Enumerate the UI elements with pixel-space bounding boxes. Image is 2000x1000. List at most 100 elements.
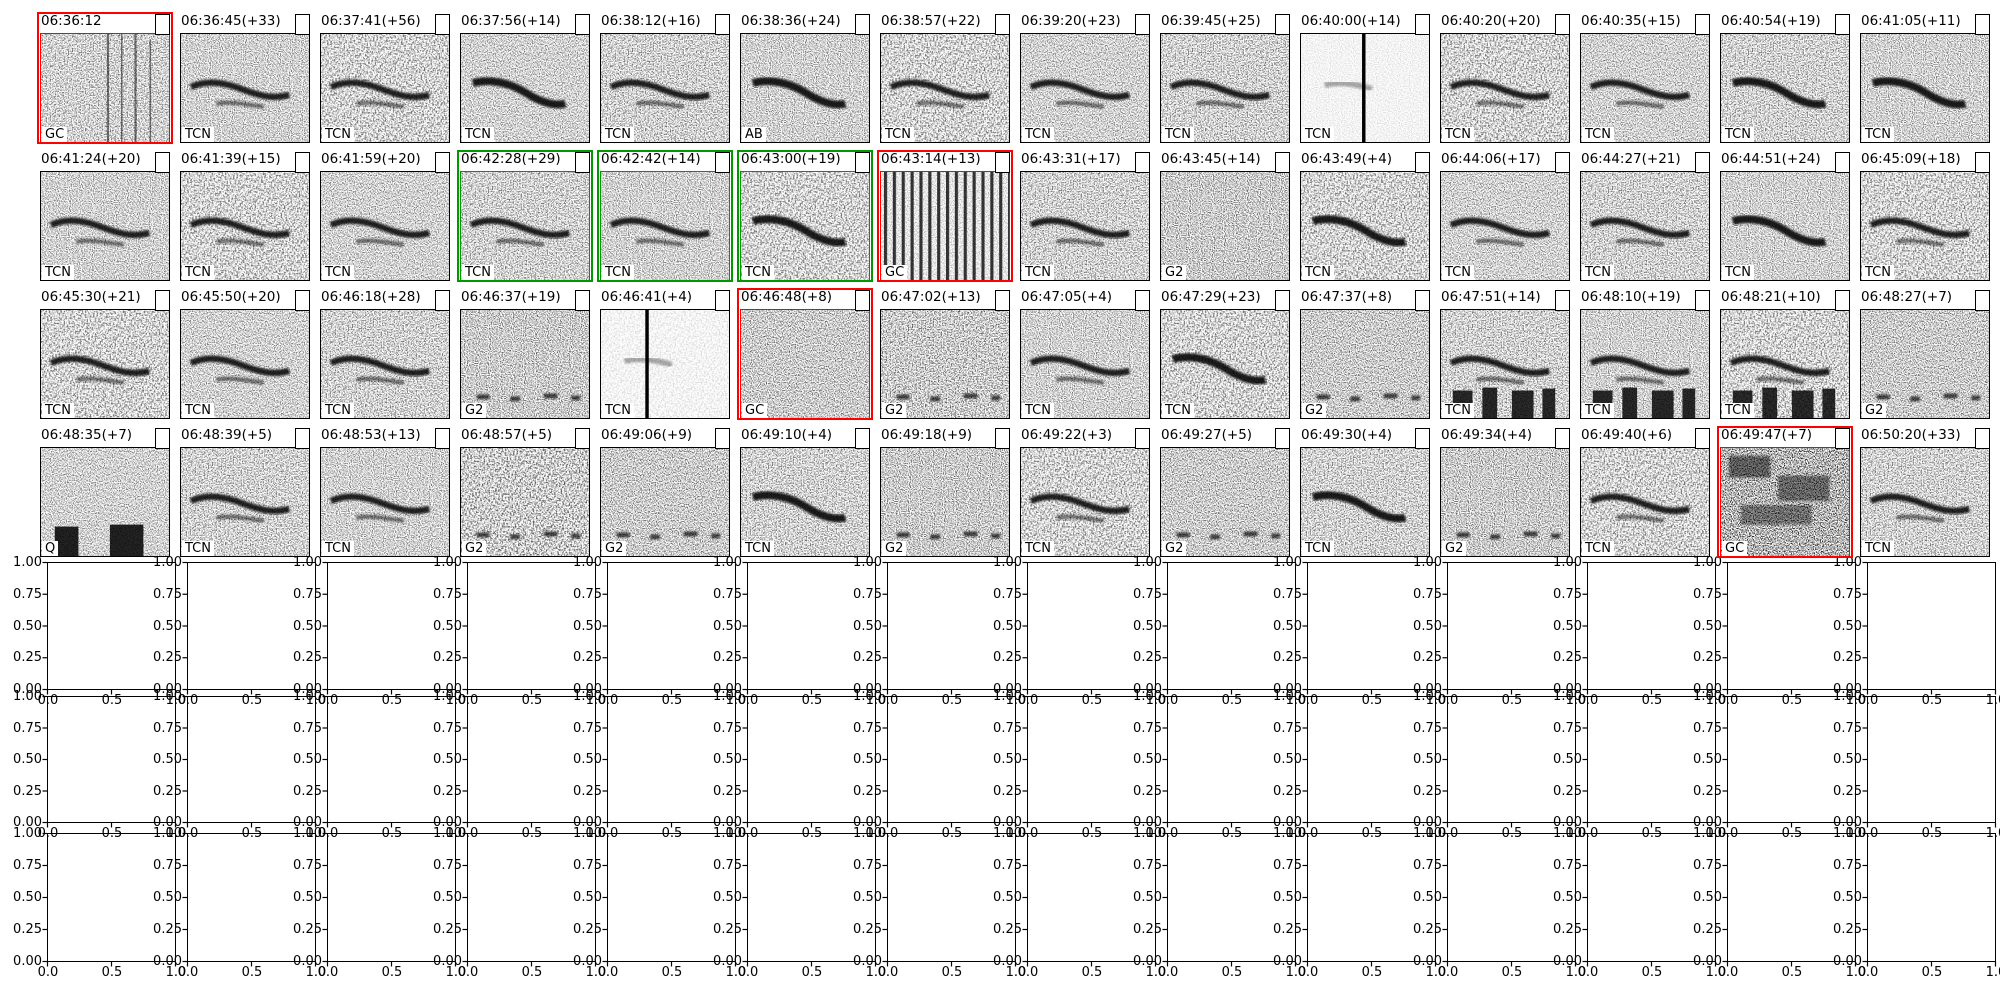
panel-title: 06:45:50(+20): [180, 288, 282, 307]
axes-frame: [1862, 561, 1997, 695]
spectrogram-thumbnail: [1020, 447, 1150, 557]
panel-corner-box: [1275, 152, 1290, 173]
panel-class-label: TCN: [742, 541, 774, 556]
panel-title: 06:48:21(+10): [1720, 288, 1822, 307]
x-tick-label: 1.0: [725, 965, 747, 980]
panel-title: 06:41:59(+20): [320, 150, 422, 169]
panel-title: 06:46:37(+19): [460, 288, 562, 307]
panel-class-label: TCN: [462, 127, 494, 142]
axes-frame: [1862, 832, 1997, 967]
spectrogram-panel: 06:49:18(+9) G2: [880, 426, 1010, 557]
panel-title: 06:43:00(+19): [740, 150, 842, 169]
y-tick-label: 0.25: [153, 783, 182, 799]
y-tick-label: 1.00: [1133, 826, 1162, 841]
y-tick-label: 0.75: [1413, 720, 1442, 736]
y-tick-label: 0.50: [1273, 752, 1302, 767]
spectrogram-panel: 06:49:27(+5) G2: [1160, 426, 1290, 557]
panel-title: 06:49:06(+9): [600, 426, 694, 445]
panel-corner-box: [1695, 14, 1710, 35]
y-tick-label: 0.00: [1413, 682, 1442, 697]
panel-corner-box: [1555, 290, 1570, 311]
spectrogram-panel: 06:40:54(+19) TCN: [1720, 12, 1850, 143]
panel-class-label: TCN: [1862, 541, 1894, 556]
axes-frame: [462, 832, 597, 967]
y-tick-label: 0.50: [433, 752, 462, 767]
y-tick-label: 0.50: [1553, 890, 1582, 905]
y-tick-label: 0.25: [433, 650, 462, 666]
spectrogram-panel: 06:40:20(+20) TCN: [1440, 12, 1570, 143]
x-tick-label: 1.0: [585, 965, 607, 980]
spectrogram-thumbnail: [1020, 171, 1150, 281]
y-tick-label: 1.00: [853, 555, 882, 570]
panel-title: 06:49:22(+3): [1020, 426, 1114, 445]
spectrogram-thumbnail: [1580, 33, 1710, 143]
spectrogram-image: [1301, 448, 1429, 556]
spectrogram-image: [1861, 172, 1989, 280]
y-tick-label: 0.75: [1693, 586, 1722, 602]
panel-corner-box: [715, 152, 730, 173]
y-tick-label: 0.00: [853, 682, 882, 697]
panel-title: 06:43:31(+17): [1020, 150, 1122, 169]
y-tick-label: 0.50: [153, 752, 182, 767]
x-tick-label: 0.5: [1641, 965, 1663, 980]
spectrogram-thumbnail: [1860, 309, 1990, 419]
panel-title: 06:40:20(+20): [1440, 12, 1542, 31]
spectrogram-image: [741, 34, 869, 142]
spectrogram-panel: 06:48:57(+5) G2: [460, 426, 590, 557]
spectrogram-thumbnail: [1160, 309, 1290, 419]
y-tick-label: 0.50: [1133, 752, 1162, 767]
y-tick-label: 1.00: [1413, 689, 1442, 704]
spectrogram-image: [41, 172, 169, 280]
spectrogram-image: [1021, 448, 1149, 556]
y-tick-label: 0.50: [1693, 752, 1722, 767]
y-tick-label: 1.00: [13, 689, 42, 704]
y-tick-label: 0.75: [293, 858, 322, 873]
y-tick-label: 0.25: [1413, 783, 1442, 799]
panel-corner-box: [575, 14, 590, 35]
y-tick-label: 0.25: [1833, 650, 1862, 666]
panel-title: 06:47:37(+8): [1300, 288, 1394, 307]
y-tick-label: 0.00: [573, 815, 602, 830]
spectrogram-thumbnail: [1440, 447, 1570, 557]
x-tick-label: 0.5: [801, 965, 823, 980]
panel-class-label: TCN: [1582, 265, 1614, 280]
axes-frame: [1442, 695, 1577, 828]
spectrogram-image: [881, 34, 1009, 142]
spectrogram-panel: 06:41:05(+11) TCN: [1860, 12, 1990, 143]
y-tick-label: 1.00: [433, 555, 462, 570]
spectrogram-thumbnail: [180, 447, 310, 557]
panel-title: 06:48:35(+7): [40, 426, 134, 445]
y-tick-label: 0.00: [293, 954, 322, 969]
panel-class-label: TCN: [602, 265, 634, 280]
y-tick-label: 1.00: [713, 555, 742, 570]
spectrogram-image: [1441, 34, 1569, 142]
spectrogram-panel: 06:47:02(+13) G2: [880, 288, 1010, 419]
y-tick-label: 0.50: [1133, 890, 1162, 905]
panel-class-label: G2: [462, 541, 487, 556]
panel-class-label: TCN: [1722, 265, 1754, 280]
spectrogram-image: [881, 310, 1009, 418]
axes-frame: [742, 832, 877, 967]
panel-title: 06:44:06(+17): [1440, 150, 1542, 169]
spectrogram-thumbnail: [180, 309, 310, 419]
spectrogram-image: [881, 172, 1009, 280]
y-tick-label: 1.00: [1833, 689, 1862, 704]
panel-class-label: TCN: [1162, 127, 1194, 142]
y-tick-label: 0.25: [1273, 783, 1302, 799]
spectrogram-image: [601, 448, 729, 556]
spectrogram-panel: 06:43:14(+13) GC: [877, 150, 1013, 282]
panel-corner-box: [1695, 290, 1710, 311]
y-tick-label: 0.50: [853, 752, 882, 767]
panel-title: 06:46:18(+28): [320, 288, 422, 307]
panel-corner-box: [995, 428, 1010, 449]
y-tick-label: 0.00: [293, 815, 322, 830]
y-tick-label: 0.00: [1413, 815, 1442, 830]
axes-frame: [42, 832, 177, 967]
